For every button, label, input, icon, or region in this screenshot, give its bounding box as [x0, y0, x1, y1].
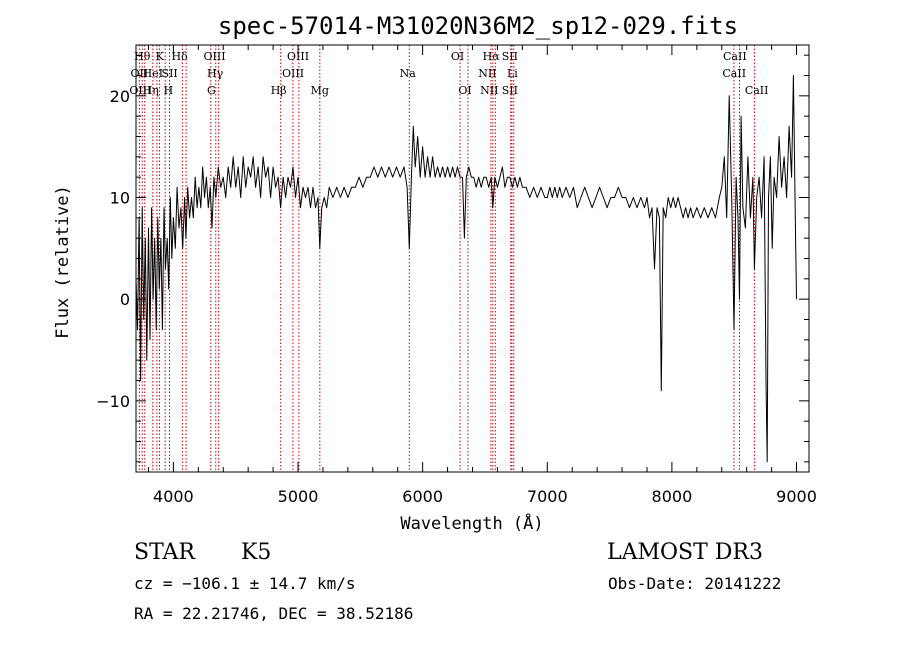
x-tick-label: 7000 [527, 487, 568, 506]
line-marker-label: SII [502, 50, 518, 63]
x-tick-label: 8000 [652, 487, 693, 506]
obs-date-line: Obs-Date: 20141222 [608, 574, 782, 593]
line-marker-label: CaII [723, 50, 747, 63]
line-marker-label: CaII [745, 84, 769, 97]
spectrum-series [135, 75, 797, 463]
line-marker-label: H [164, 84, 174, 97]
chart-title: spec-57014-M31020N36M2_sp12-029.fits [218, 12, 738, 40]
x-axis-ticks: 4000 5000 6000 7000 8000 9000 [147, 45, 817, 506]
line-marker-label: Mg [311, 84, 329, 97]
y-tick-label: 20 [110, 87, 130, 106]
line-marker-label: OII [131, 67, 149, 80]
y-tick-label: 0 [120, 290, 130, 309]
line-marker-label: CaII [722, 67, 746, 80]
line-marker-label: OIII [129, 84, 151, 97]
spectrum-line [135, 75, 797, 463]
x-axis-label: Wavelength (Å) [400, 512, 543, 534]
object-class: STAR [134, 540, 195, 565]
line-marker-label: Hα [483, 50, 501, 63]
y-axis-ticks: −10 0 10 20 [96, 54, 809, 463]
line-marker-label: Li [507, 67, 518, 80]
y-tick-label: −10 [96, 392, 130, 411]
plot-frame [135, 44, 810, 473]
line-marker-label: OI [451, 50, 464, 63]
line-marker-label: HeI [143, 67, 163, 80]
line-marker-label: Hη [143, 84, 159, 97]
line-marker-label: OIII [287, 50, 309, 63]
line-marker-label: OI [458, 84, 471, 97]
redshift-line: cz = −106.1 ± 14.7 km/s [134, 574, 356, 593]
x-tick-label: 4000 [153, 487, 194, 506]
survey-label: LAMOST DR3 [607, 540, 763, 565]
line-marker-label: G [207, 84, 216, 97]
x-tick-label: 9000 [776, 487, 817, 506]
line-marker-label: SII [162, 67, 178, 80]
line-markers: OIIHθOIIIHηHeIKHSIIHδGHγOIIIHβOIIIOIIIMg… [129, 45, 768, 472]
line-marker-label: Hδ [172, 50, 189, 63]
line-marker-label: NII [480, 84, 498, 97]
line-marker-label: K [156, 50, 165, 63]
x-tick-label: 5000 [278, 487, 319, 506]
line-marker-label: SII [502, 84, 518, 97]
line-marker-label: Hθ [134, 50, 151, 63]
line-marker-label: Na [400, 67, 417, 80]
coordinates-line: RA = 22.21746, DEC = 38.52186 [134, 604, 414, 623]
line-marker-label: Hβ [271, 84, 287, 97]
line-marker-label: Hγ [207, 67, 224, 80]
x-tick-label: 6000 [402, 487, 443, 506]
y-axis-label: Flux (relative) [53, 185, 73, 339]
object-subclass: K5 [241, 540, 272, 565]
line-marker-label: NII [478, 67, 496, 80]
line-marker-label: OIII [203, 50, 225, 63]
y-tick-label: 10 [110, 189, 130, 208]
line-marker-label: OIII [282, 67, 304, 80]
